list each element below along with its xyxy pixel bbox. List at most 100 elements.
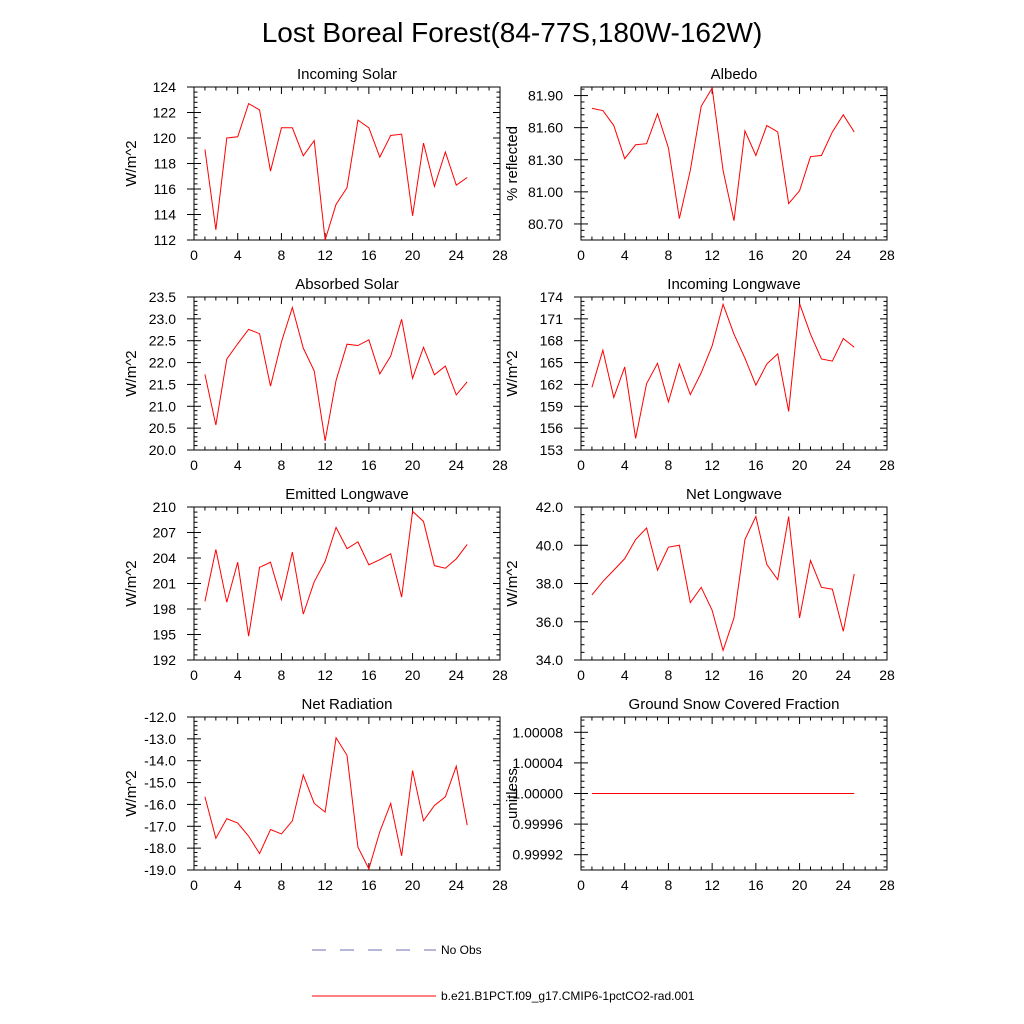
y-tick-label: 159 bbox=[540, 398, 564, 414]
y-tick-label: 207 bbox=[153, 525, 177, 541]
x-tick-label: 16 bbox=[748, 247, 764, 263]
y-tick-label: -18.0 bbox=[144, 840, 176, 856]
y-tick-label: -13.0 bbox=[144, 731, 176, 747]
y-tick-label: 118 bbox=[154, 156, 177, 172]
x-tick-label: 20 bbox=[405, 877, 421, 893]
y-tick-label: -17.0 bbox=[144, 818, 176, 834]
plot-frame bbox=[193, 506, 501, 661]
x-tick-label: 12 bbox=[317, 457, 333, 473]
y-tick-label: 1.00004 bbox=[512, 755, 563, 771]
x-tick-label: 0 bbox=[190, 877, 198, 893]
x-tick-label: 20 bbox=[405, 247, 421, 263]
x-tick-label: 0 bbox=[190, 457, 198, 473]
x-tick-label: 20 bbox=[405, 667, 421, 683]
y-tick-label: 22.0 bbox=[149, 355, 176, 371]
x-tick-label: 16 bbox=[361, 247, 377, 263]
panel-title: Incoming Longwave bbox=[667, 276, 800, 293]
series-line bbox=[204, 736, 468, 871]
y-axis-label: % reflected bbox=[504, 126, 521, 201]
y-tick-label: 165 bbox=[540, 355, 564, 371]
y-tick-label: 162 bbox=[540, 376, 564, 392]
y-axis-label: W/m^2 bbox=[123, 770, 140, 816]
x-tick-label: 24 bbox=[835, 877, 851, 893]
series-line bbox=[204, 102, 468, 241]
y-tick-label: 120 bbox=[153, 130, 177, 146]
y-tick-label: 20.0 bbox=[149, 442, 176, 458]
y-axis-label: unitless bbox=[504, 768, 521, 819]
y-tick-label: 34.0 bbox=[536, 652, 563, 668]
y-tick-label: 116 bbox=[154, 181, 177, 197]
x-tick-label: 8 bbox=[665, 247, 673, 263]
y-tick-label: -12.0 bbox=[144, 709, 176, 725]
y-tick-label: 42.0 bbox=[536, 499, 563, 515]
x-tick-label: 28 bbox=[879, 247, 895, 263]
x-tick-label: 12 bbox=[317, 247, 333, 263]
y-tick-label: 21.5 bbox=[149, 376, 176, 392]
x-tick-label: 12 bbox=[704, 877, 720, 893]
y-tick-label: 0.99996 bbox=[512, 816, 563, 832]
series-line bbox=[591, 515, 855, 653]
panel-title: Absorbed Solar bbox=[295, 276, 398, 293]
x-tick-label: 16 bbox=[748, 667, 764, 683]
x-tick-label: 12 bbox=[317, 877, 333, 893]
x-tick-label: 8 bbox=[665, 877, 673, 893]
x-tick-label: 4 bbox=[621, 247, 629, 263]
y-tick-label: 112 bbox=[154, 232, 177, 248]
x-tick-label: 28 bbox=[879, 667, 895, 683]
x-tick-label: 16 bbox=[361, 667, 377, 683]
legend-label-no-obs: No Obs bbox=[441, 943, 482, 957]
y-tick-label: -19.0 bbox=[144, 862, 176, 878]
series-line bbox=[591, 302, 855, 439]
x-tick-label: 16 bbox=[748, 457, 764, 473]
y-axis-label: W/m^2 bbox=[123, 560, 140, 606]
y-tick-label: 192 bbox=[153, 652, 177, 668]
x-tick-label: 4 bbox=[234, 247, 242, 263]
x-tick-label: 0 bbox=[190, 667, 198, 683]
panel-0: 0 4 8 12 16 20 24 28 112 114 116 118 120 122 124 Incomi… bbox=[123, 66, 508, 263]
y-tick-label: 23.5 bbox=[149, 289, 176, 305]
panel-3: 0 4 8 12 16 20 24 28 153 156 159 162 165 168 171 174 Inc… bbox=[504, 276, 895, 473]
y-tick-label: 204 bbox=[153, 550, 177, 566]
x-tick-label: 0 bbox=[577, 457, 585, 473]
x-tick-label: 0 bbox=[190, 247, 198, 263]
panel-title: Emitted Longwave bbox=[285, 486, 408, 503]
panel-title: Incoming Solar bbox=[297, 66, 397, 83]
y-tick-label: 171 bbox=[540, 311, 564, 327]
x-tick-label: 24 bbox=[448, 247, 464, 263]
y-tick-label: 38.0 bbox=[536, 576, 563, 592]
y-axis-label: W/m^2 bbox=[504, 350, 521, 396]
plot-frame bbox=[580, 296, 888, 451]
x-tick-label: 20 bbox=[792, 457, 808, 473]
y-tick-label: 198 bbox=[153, 601, 177, 617]
x-tick-label: 24 bbox=[448, 457, 464, 473]
panel-title: Albedo bbox=[711, 66, 758, 83]
x-tick-label: 24 bbox=[448, 877, 464, 893]
y-tick-label: 20.5 bbox=[149, 420, 176, 436]
panel-4: 0 4 8 12 16 20 24 28 192 195 198 201 204 207 210 Emitte… bbox=[123, 486, 508, 683]
x-tick-label: 20 bbox=[792, 877, 808, 893]
x-tick-label: 12 bbox=[704, 457, 720, 473]
x-tick-label: 16 bbox=[361, 457, 377, 473]
y-tick-label: 81.60 bbox=[528, 120, 563, 136]
y-tick-label: 81.30 bbox=[528, 152, 563, 168]
y-tick-label: 210 bbox=[153, 499, 177, 515]
panel-title: Ground Snow Covered Fraction bbox=[629, 696, 840, 713]
panel-5: 0 4 8 12 16 20 24 28 34.0 36.0 38.0 40.0 42.0 Net Lon… bbox=[504, 486, 895, 683]
x-tick-label: 12 bbox=[704, 247, 720, 263]
x-tick-label: 28 bbox=[492, 667, 508, 683]
x-tick-label: 24 bbox=[835, 667, 851, 683]
panels: 0 4 8 12 16 20 24 28112114116118120122124Incomi… bbox=[123, 66, 895, 893]
x-tick-label: 28 bbox=[492, 877, 508, 893]
x-tick-label: 4 bbox=[621, 667, 629, 683]
x-tick-label: 20 bbox=[405, 457, 421, 473]
x-tick-label: 0 bbox=[577, 877, 585, 893]
y-tick-label: 156 bbox=[540, 420, 564, 436]
x-tick-label: 28 bbox=[879, 457, 895, 473]
x-tick-label: 8 bbox=[278, 457, 286, 473]
x-tick-label: 8 bbox=[665, 667, 673, 683]
y-tick-label: 23.0 bbox=[149, 311, 176, 327]
y-axis-label: W/m^2 bbox=[123, 350, 140, 396]
y-tick-label: 1.00008 bbox=[512, 724, 563, 740]
panel-7: 0 4 8 12 16 20 24 28 0.99992 0.99996 1.00000 1.0000… bbox=[504, 696, 895, 893]
x-tick-label: 12 bbox=[317, 667, 333, 683]
